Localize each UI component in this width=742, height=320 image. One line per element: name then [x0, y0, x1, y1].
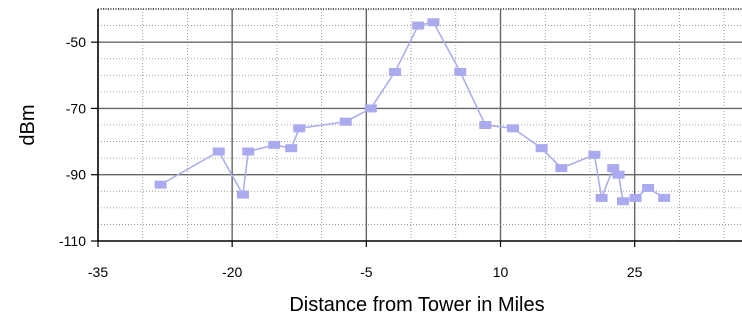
- data-point: [479, 121, 492, 129]
- grid: [98, 8, 742, 241]
- x-tick-label: -20: [222, 264, 242, 280]
- x-tick-label: -35: [88, 264, 108, 280]
- x-tick-label: -5: [360, 264, 373, 280]
- axes: [91, 8, 742, 247]
- data-point: [607, 164, 620, 173]
- data-point: [412, 21, 425, 30]
- data-point: [364, 104, 377, 113]
- x-tick-label: 25: [627, 264, 643, 280]
- data-point: [268, 140, 281, 149]
- data-point: [339, 117, 352, 126]
- data-point: [285, 144, 298, 153]
- x-axis-label: Distance from Tower in Miles: [289, 294, 544, 316]
- y-axis-label: dBm: [17, 104, 39, 145]
- data-point: [595, 193, 608, 202]
- data-point: [642, 183, 655, 192]
- data-point: [293, 124, 306, 133]
- data-point: [154, 180, 167, 189]
- data-point: [427, 18, 440, 27]
- data-points: [154, 18, 671, 206]
- data-point: [388, 67, 401, 76]
- y-tick-label: -70: [66, 100, 86, 116]
- data-point: [555, 164, 568, 173]
- data-point: [507, 124, 520, 133]
- data-point: [617, 197, 630, 206]
- data-point: [212, 147, 225, 156]
- data-point: [242, 147, 255, 156]
- data-point: [454, 67, 467, 76]
- data-point: [658, 193, 671, 202]
- y-tick-label: -50: [66, 34, 86, 50]
- y-tick-label: -90: [66, 167, 86, 183]
- tick-labels: -35 -20 -5 10 25 -110 -90 -70 -50: [59, 34, 643, 280]
- data-point: [629, 193, 642, 202]
- y-tick-label: -110: [59, 233, 86, 249]
- data-point: [535, 144, 548, 153]
- data-point: [236, 190, 249, 199]
- x-tick-label: 10: [493, 264, 509, 280]
- data-point: [612, 170, 625, 179]
- data-point: [588, 150, 601, 159]
